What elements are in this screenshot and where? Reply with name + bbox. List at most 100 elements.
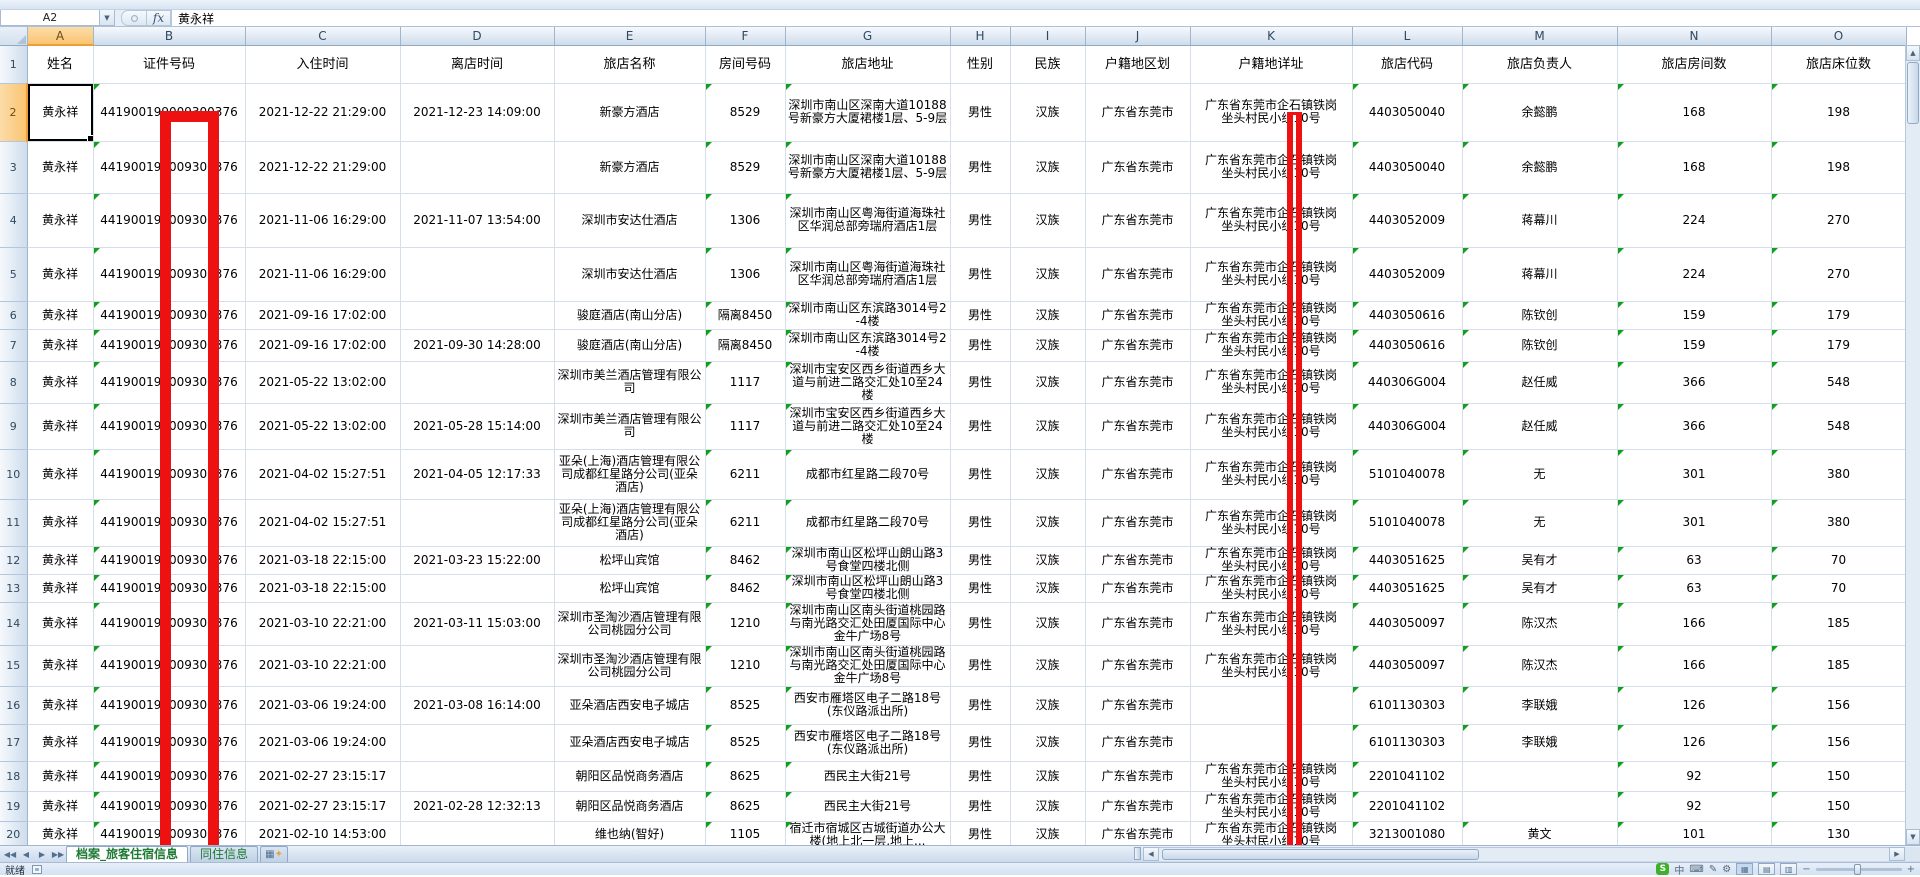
cell-J12[interactable]: 广东省东莞市 bbox=[1085, 546, 1191, 575]
row-header-14[interactable]: 14 bbox=[0, 602, 28, 646]
cell-O15[interactable]: 185 bbox=[1771, 645, 1907, 687]
cell-M14[interactable]: 陈汉杰 bbox=[1462, 602, 1618, 646]
cell-N19[interactable]: 92 bbox=[1617, 791, 1772, 822]
cell-L20[interactable]: 3213001080 bbox=[1352, 821, 1463, 845]
row-header-8[interactable]: 8 bbox=[0, 361, 28, 404]
column-header-J[interactable]: J bbox=[1085, 27, 1191, 46]
insert-worksheet-icon[interactable]: ▦✦ bbox=[260, 846, 289, 862]
row-header-13[interactable]: 13 bbox=[0, 574, 28, 603]
cell-C7[interactable]: 2021-09-16 17:02:00 bbox=[245, 329, 401, 362]
cell-G2[interactable]: 深圳市南山区深南大道10188号新豪方大厦裙楼1层、5-9层 bbox=[785, 83, 951, 142]
cell-J7[interactable]: 广东省东莞市 bbox=[1085, 329, 1191, 362]
cell-E3[interactable]: 新豪方酒店 bbox=[554, 141, 706, 194]
cell-L8[interactable]: 440306G004 bbox=[1352, 361, 1463, 404]
cell-H8[interactable]: 男性 bbox=[950, 361, 1011, 404]
ime-settings-icon[interactable]: ⚙ bbox=[1722, 863, 1732, 875]
cell-C8[interactable]: 2021-05-22 13:02:00 bbox=[245, 361, 401, 404]
cell-E11[interactable]: 亚朵(上海)酒店管理有限公司成都红星路分公司(亚朵酒店) bbox=[554, 499, 706, 547]
cell-F7[interactable]: 隔离8450 bbox=[705, 329, 786, 362]
cell-O8[interactable]: 548 bbox=[1771, 361, 1907, 404]
cell-A14[interactable]: 黄永祥 bbox=[27, 602, 94, 646]
cell-E10[interactable]: 亚朵(上海)酒店管理有限公司成都红星路分公司(亚朵酒店) bbox=[554, 449, 706, 500]
name-box[interactable]: A2 bbox=[0, 10, 100, 26]
header-cell-E1[interactable]: 旅店名称 bbox=[554, 45, 706, 84]
cell-D11[interactable] bbox=[400, 499, 555, 547]
cell-L14[interactable]: 4403050097 bbox=[1352, 602, 1463, 646]
header-cell-H1[interactable]: 性别 bbox=[950, 45, 1011, 84]
cell-F19[interactable]: 8625 bbox=[705, 791, 786, 822]
cell-J6[interactable]: 广东省东莞市 bbox=[1085, 301, 1191, 330]
cell-D9[interactable]: 2021-05-28 15:14:00 bbox=[400, 403, 555, 450]
row-header-10[interactable]: 10 bbox=[0, 449, 28, 500]
cell-J10[interactable]: 广东省东莞市 bbox=[1085, 449, 1191, 500]
column-header-G[interactable]: G bbox=[785, 27, 951, 46]
cell-O11[interactable]: 380 bbox=[1771, 499, 1907, 547]
cell-E4[interactable]: 深圳市安达仕酒店 bbox=[554, 193, 706, 248]
cell-A10[interactable]: 黄永祥 bbox=[27, 449, 94, 500]
cell-I7[interactable]: 汉族 bbox=[1010, 329, 1086, 362]
cell-H14[interactable]: 男性 bbox=[950, 602, 1011, 646]
cell-J17[interactable]: 广东省东莞市 bbox=[1085, 724, 1191, 762]
cell-A6[interactable]: 黄永祥 bbox=[27, 301, 94, 330]
cell-A2[interactable]: 黄永祥 bbox=[27, 83, 94, 142]
cell-C9[interactable]: 2021-05-22 13:02:00 bbox=[245, 403, 401, 450]
cell-L5[interactable]: 4403052009 bbox=[1352, 247, 1463, 302]
cell-I9[interactable]: 汉族 bbox=[1010, 403, 1086, 450]
cell-M12[interactable]: 吴有才 bbox=[1462, 546, 1618, 575]
cell-N17[interactable]: 126 bbox=[1617, 724, 1772, 762]
cell-N9[interactable]: 366 bbox=[1617, 403, 1772, 450]
cell-J15[interactable]: 广东省东莞市 bbox=[1085, 645, 1191, 687]
cell-M13[interactable]: 吴有才 bbox=[1462, 574, 1618, 603]
cell-B8[interactable]: 441900199009300376 bbox=[93, 361, 246, 404]
cell-C12[interactable]: 2021-03-18 22:15:00 bbox=[245, 546, 401, 575]
column-header-F[interactable]: F bbox=[705, 27, 786, 46]
cell-D14[interactable]: 2021-03-11 15:03:00 bbox=[400, 602, 555, 646]
formula-input[interactable]: 黄永祥 bbox=[171, 10, 1920, 26]
cell-I3[interactable]: 汉族 bbox=[1010, 141, 1086, 194]
cell-G17[interactable]: 西安市雁塔区电子二路18号(东仪路派出所) bbox=[785, 724, 951, 762]
row-header-2[interactable]: 2 bbox=[0, 83, 28, 142]
cell-D3[interactable] bbox=[400, 141, 555, 194]
cell-L11[interactable]: 5101040078 bbox=[1352, 499, 1463, 547]
cell-F9[interactable]: 1117 bbox=[705, 403, 786, 450]
cell-C2[interactable]: 2021-12-22 21:29:00 bbox=[245, 83, 401, 142]
cell-F15[interactable]: 1210 bbox=[705, 645, 786, 687]
cell-E14[interactable]: 深圳市圣淘沙酒店管理有限公司桃园分公司 bbox=[554, 602, 706, 646]
cell-M4[interactable]: 蒋幕川 bbox=[1462, 193, 1618, 248]
cell-F4[interactable]: 1306 bbox=[705, 193, 786, 248]
zoom-in-icon[interactable]: + bbox=[1906, 863, 1915, 875]
cell-L4[interactable]: 4403052009 bbox=[1352, 193, 1463, 248]
cell-A12[interactable]: 黄永祥 bbox=[27, 546, 94, 575]
cell-C6[interactable]: 2021-09-16 17:02:00 bbox=[245, 301, 401, 330]
cell-D12[interactable]: 2021-03-23 15:22:00 bbox=[400, 546, 555, 575]
cell-E7[interactable]: 骏庭酒店(南山分店) bbox=[554, 329, 706, 362]
cell-O2[interactable]: 198 bbox=[1771, 83, 1907, 142]
cell-N14[interactable]: 166 bbox=[1617, 602, 1772, 646]
cell-E19[interactable]: 朝阳区品悦商务酒店 bbox=[554, 791, 706, 822]
cell-H5[interactable]: 男性 bbox=[950, 247, 1011, 302]
cell-H2[interactable]: 男性 bbox=[950, 83, 1011, 142]
cell-I12[interactable]: 汉族 bbox=[1010, 546, 1086, 575]
cell-H17[interactable]: 男性 bbox=[950, 724, 1011, 762]
cell-L2[interactable]: 4403050040 bbox=[1352, 83, 1463, 142]
cell-A18[interactable]: 黄永祥 bbox=[27, 761, 94, 792]
cell-C15[interactable]: 2021-03-10 22:21:00 bbox=[245, 645, 401, 687]
cell-C20[interactable]: 2021-02-10 14:53:00 bbox=[245, 821, 401, 845]
cell-M10[interactable]: 无 bbox=[1462, 449, 1618, 500]
cell-B20[interactable]: 441900199009300376 bbox=[93, 821, 246, 845]
cell-O9[interactable]: 548 bbox=[1771, 403, 1907, 450]
cell-C3[interactable]: 2021-12-22 21:29:00 bbox=[245, 141, 401, 194]
column-header-I[interactable]: I bbox=[1010, 27, 1086, 46]
column-header-A[interactable]: A bbox=[27, 27, 94, 46]
cell-I13[interactable]: 汉族 bbox=[1010, 574, 1086, 603]
cell-N13[interactable]: 63 bbox=[1617, 574, 1772, 603]
cell-J14[interactable]: 广东省东莞市 bbox=[1085, 602, 1191, 646]
cell-B18[interactable]: 441900199009300376 bbox=[93, 761, 246, 792]
cell-B4[interactable]: 441900199009300376 bbox=[93, 193, 246, 248]
header-cell-F1[interactable]: 房间号码 bbox=[705, 45, 786, 84]
row-header-18[interactable]: 18 bbox=[0, 761, 28, 792]
cell-C18[interactable]: 2021-02-27 23:15:17 bbox=[245, 761, 401, 792]
cell-K12[interactable]: 广东省东莞市企石镇铁岗 坐头村民小组10号 bbox=[1190, 546, 1353, 575]
cell-G12[interactable]: 深圳市南山区松坪山朗山路3号食堂四楼北侧 bbox=[785, 546, 951, 575]
cell-D15[interactable] bbox=[400, 645, 555, 687]
